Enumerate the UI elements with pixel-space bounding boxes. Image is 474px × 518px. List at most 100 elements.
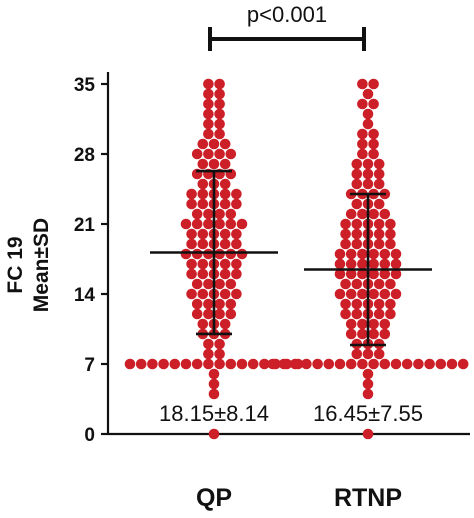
data-point	[203, 78, 214, 90]
data-point	[231, 288, 242, 300]
data-point	[208, 428, 220, 440]
data-point	[191, 148, 203, 160]
data-point	[390, 258, 402, 270]
data-point	[351, 198, 363, 210]
data-point	[362, 368, 374, 380]
data-point	[373, 168, 385, 180]
data-point	[368, 98, 379, 110]
data-point	[334, 248, 346, 260]
mean-sd-label: 16.45±7.55	[313, 401, 423, 426]
data-point	[219, 228, 231, 240]
category-label-qp: QP	[196, 484, 232, 512]
data-point	[214, 98, 225, 110]
data-point	[214, 338, 225, 350]
data-point	[208, 378, 220, 390]
data-point	[424, 358, 435, 370]
data-point	[362, 108, 374, 120]
data-point	[340, 228, 351, 240]
data-point	[197, 268, 209, 280]
data-point	[357, 148, 368, 160]
data-point	[278, 358, 290, 370]
data-point	[457, 358, 469, 370]
data-point	[231, 198, 242, 210]
data-point	[197, 198, 209, 210]
data-point	[334, 358, 346, 370]
significance-bracket: p<0.001	[208, 2, 366, 51]
data-point	[203, 88, 214, 100]
data-point	[236, 358, 248, 370]
data-point	[203, 148, 214, 160]
data-point	[180, 248, 192, 260]
data-point	[351, 348, 363, 360]
data-point	[390, 288, 402, 300]
data-point	[340, 298, 351, 310]
data-point	[362, 378, 374, 390]
data-point	[186, 238, 197, 250]
data-point	[368, 78, 379, 90]
data-point	[214, 358, 225, 370]
data-point	[197, 318, 209, 330]
data-point	[197, 138, 209, 150]
data-point	[351, 298, 363, 310]
data-point	[191, 358, 203, 370]
data-point	[180, 218, 192, 230]
data-point	[390, 358, 402, 370]
data-point	[351, 238, 363, 250]
data-point	[373, 278, 385, 290]
data-point	[214, 108, 225, 120]
data-point	[186, 288, 197, 300]
data-point	[219, 288, 231, 300]
data-point	[169, 358, 181, 370]
data-point	[214, 88, 225, 100]
data-point	[124, 358, 136, 370]
data-point	[357, 258, 368, 270]
data-point	[158, 358, 169, 370]
data-point	[413, 358, 424, 370]
data-point	[231, 228, 242, 240]
y-axis-title-line2: Mean±SD	[30, 218, 53, 312]
data-point	[208, 138, 220, 150]
data-point	[236, 248, 248, 260]
data-point	[301, 358, 312, 370]
p-value-label: p<0.001	[247, 2, 327, 27]
data-point	[379, 288, 391, 300]
data-point	[214, 308, 225, 320]
data-point	[180, 358, 192, 370]
data-point	[385, 278, 396, 290]
data-point	[203, 308, 214, 320]
data-point	[191, 248, 203, 260]
data-point	[368, 318, 379, 330]
data-point	[312, 358, 323, 370]
data-point	[197, 238, 209, 250]
data-point	[208, 388, 220, 400]
data-point	[323, 358, 335, 370]
data-point	[203, 248, 214, 260]
data-point	[225, 208, 237, 220]
data-point	[362, 348, 374, 360]
data-point	[379, 318, 391, 330]
data-point	[357, 268, 368, 280]
data-point	[390, 268, 402, 280]
data-point	[362, 388, 374, 400]
data-point	[191, 308, 203, 320]
data-point	[219, 238, 231, 250]
data-point	[214, 248, 225, 260]
data-point	[401, 358, 413, 370]
data-point	[435, 358, 447, 370]
data-point	[351, 178, 363, 190]
data-point	[186, 228, 197, 240]
data-point	[368, 138, 379, 150]
data-point	[373, 298, 385, 310]
data-point	[373, 198, 385, 210]
data-point	[214, 118, 225, 130]
data-point	[247, 358, 259, 370]
data-point	[345, 318, 357, 330]
data-point	[340, 218, 351, 230]
data-point	[186, 268, 197, 280]
data-point	[373, 228, 385, 240]
data-point	[340, 238, 351, 250]
data-point	[351, 168, 363, 180]
data-point	[351, 228, 363, 240]
data-point	[214, 78, 225, 90]
